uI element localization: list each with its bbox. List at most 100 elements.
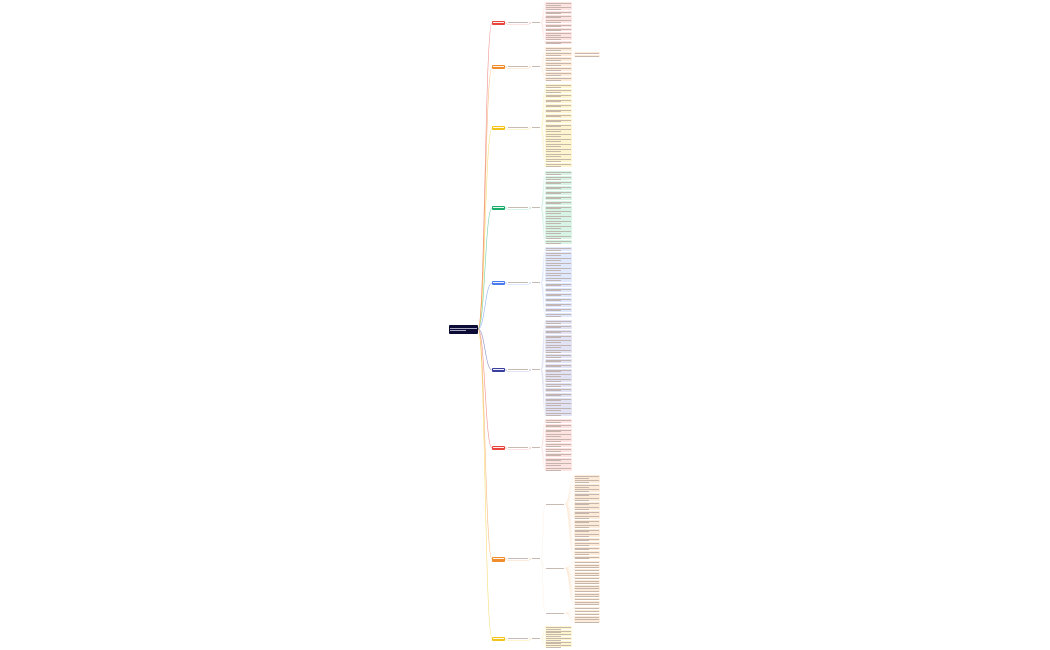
leaf-node[interactable]	[574, 555, 600, 560]
branch-node-9[interactable]	[492, 637, 505, 641]
leaf-node[interactable]	[545, 339, 572, 344]
leaf-node[interactable]	[545, 287, 572, 293]
subtopic-label[interactable]	[531, 368, 541, 371]
subtopic-label[interactable]	[531, 281, 541, 284]
leaf-node[interactable]	[545, 387, 572, 393]
leaf-node[interactable]	[545, 57, 572, 62]
leaf-node[interactable]	[574, 542, 600, 546]
leaf-node[interactable]	[545, 128, 572, 133]
leaf-node[interactable]	[545, 52, 572, 57]
leaf-node[interactable]	[545, 392, 572, 397]
leaf-node[interactable]	[545, 47, 572, 52]
root-node[interactable]	[449, 325, 478, 334]
leaf-node[interactable]	[545, 443, 572, 448]
leaf-node[interactable]	[545, 32, 572, 36]
subgroup-label[interactable]	[545, 503, 565, 506]
leaf-node[interactable]	[545, 457, 572, 462]
leaf-node[interactable]	[574, 590, 600, 593]
leaf-node[interactable]	[545, 272, 572, 277]
subtopic-label[interactable]	[531, 206, 541, 209]
topic-label[interactable]	[507, 368, 529, 372]
leaf-node[interactable]	[545, 637, 572, 641]
leaf-node[interactable]	[574, 501, 600, 506]
leaf-node[interactable]	[574, 615, 600, 618]
subgroup-label[interactable]	[545, 567, 565, 570]
branch-node-8[interactable]	[492, 557, 505, 562]
leaf-node[interactable]	[545, 307, 572, 313]
leaf-node[interactable]	[574, 537, 600, 542]
leaf-node[interactable]	[545, 225, 572, 230]
branch-node-5[interactable]	[492, 281, 505, 285]
leaf-node[interactable]	[545, 644, 572, 648]
leaf-node-level3[interactable]	[574, 55, 600, 58]
leaf-node[interactable]	[545, 240, 572, 245]
leaf-node[interactable]	[545, 143, 572, 148]
leaf-node[interactable]	[545, 23, 572, 28]
leaf-node[interactable]	[574, 574, 600, 577]
topic-label[interactable]	[507, 446, 529, 450]
leaf-node[interactable]	[545, 180, 572, 186]
leaf-node[interactable]	[545, 267, 572, 272]
branch-node-6[interactable]	[492, 368, 505, 372]
leaf-node[interactable]	[545, 195, 572, 200]
subtopic-label[interactable]	[531, 446, 541, 449]
leaf-node[interactable]	[545, 190, 572, 196]
leaf-node[interactable]	[545, 419, 572, 424]
leaf-node[interactable]	[574, 603, 600, 606]
leaf-node[interactable]	[574, 568, 600, 571]
leaf-node[interactable]	[545, 423, 572, 429]
leaf-node[interactable]	[545, 200, 572, 205]
leaf-node[interactable]	[545, 123, 572, 128]
leaf-node[interactable]	[574, 621, 600, 624]
leaf-node[interactable]	[545, 452, 572, 457]
topic-label[interactable]	[507, 281, 529, 285]
leaf-node[interactable]	[574, 579, 600, 582]
leaf-node[interactable]	[574, 561, 600, 564]
leaf-node[interactable]	[574, 492, 600, 497]
leaf-node[interactable]	[545, 185, 572, 191]
leaf-node[interactable]	[545, 447, 572, 453]
leaf-node[interactable]	[574, 475, 600, 479]
leaf-node[interactable]	[574, 546, 600, 551]
leaf-node[interactable]	[545, 77, 572, 82]
leaf-node[interactable]	[574, 524, 600, 529]
leaf-node[interactable]	[545, 397, 572, 402]
leaf-node[interactable]	[545, 175, 572, 181]
leaf-node[interactable]	[545, 113, 572, 118]
leaf-node[interactable]	[574, 519, 600, 524]
leaf-node[interactable]	[545, 27, 572, 32]
leaf-node[interactable]	[545, 433, 572, 438]
leaf-node[interactable]	[545, 133, 572, 138]
leaf-node[interactable]	[545, 378, 572, 383]
leaf-node[interactable]	[545, 262, 572, 267]
leaf-node[interactable]	[545, 428, 572, 433]
leaf-node[interactable]	[545, 349, 572, 354]
leaf-node[interactable]	[545, 36, 572, 41]
leaf-node[interactable]	[574, 497, 600, 502]
subtopic-label[interactable]	[531, 637, 541, 640]
leaf-node[interactable]	[545, 215, 572, 220]
leaf-node[interactable]	[574, 528, 600, 533]
leaf-node[interactable]	[545, 467, 572, 472]
branch-node-4[interactable]	[492, 206, 505, 210]
subtopic-label[interactable]	[531, 557, 541, 560]
leaf-node[interactable]	[545, 373, 572, 378]
leaf-node[interactable]	[545, 629, 572, 634]
leaf-node[interactable]	[545, 402, 572, 407]
branch-node-3[interactable]	[492, 126, 505, 130]
leaf-node[interactable]	[574, 506, 600, 511]
leaf-node[interactable]	[574, 618, 600, 621]
leaf-node[interactable]	[574, 566, 600, 569]
leaf-node[interactable]	[574, 479, 600, 484]
leaf-node[interactable]	[545, 282, 572, 287]
leaf-node[interactable]	[545, 230, 572, 235]
leaf-node[interactable]	[545, 353, 572, 359]
leaf-node[interactable]	[574, 609, 600, 613]
topic-label[interactable]	[507, 557, 529, 561]
leaf-node[interactable]	[545, 626, 572, 630]
leaf-node[interactable]	[545, 320, 572, 325]
leaf-node[interactable]	[574, 595, 600, 598]
leaf-node[interactable]	[574, 582, 600, 585]
leaf-node[interactable]	[545, 257, 572, 262]
leaf-node[interactable]	[545, 438, 572, 443]
